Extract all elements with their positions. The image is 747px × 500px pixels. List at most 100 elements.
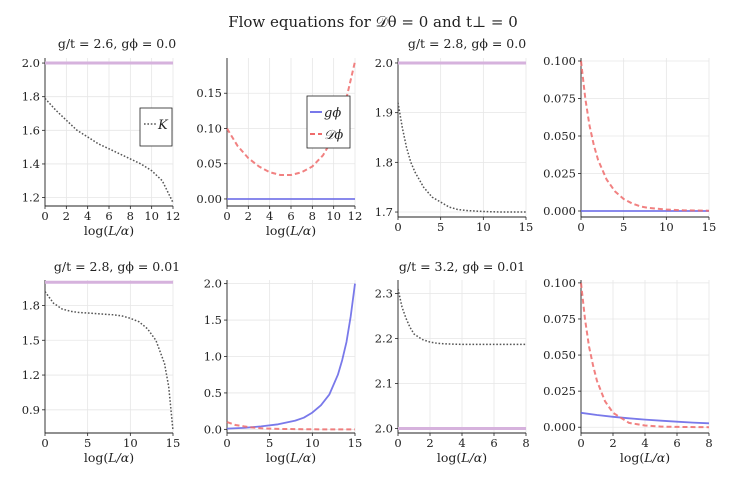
y-tick-label: 2.1 <box>375 377 393 391</box>
y-tick-label: 1.2 <box>22 191 40 205</box>
x-tick-label: 5 <box>84 436 91 450</box>
x-tick-label: 8 <box>309 209 316 223</box>
subplot-5: 0 5 10 15 0.9 1.2 1.5 1.8 g/t = 2.8, gϕ = 0.01 lo… <box>22 259 181 465</box>
x-tick-label: 0 <box>394 220 401 234</box>
subplot-2: 0 2 4 6 8 10 12 0.00 0.05 0.10 0.15 log(L/α) gϕ 𝒟ϕ <box>196 58 362 238</box>
x-tick-label: 8 <box>127 209 134 223</box>
x-tick-label: 4 <box>84 209 91 223</box>
x-tick-label: 10 <box>123 436 138 450</box>
series-g-phi-line <box>226 283 356 430</box>
legend-box <box>306 95 351 149</box>
x-axis-label: log(L/α) <box>266 223 316 238</box>
x-tick-label: 12 <box>348 209 363 223</box>
x-axis-label: log(L/α) <box>84 450 134 465</box>
x-tick-label: 15 <box>348 436 363 450</box>
y-tick-label: 2.3 <box>375 287 393 301</box>
y-tick-label: 0.000 <box>543 204 576 218</box>
series-K-line <box>397 288 526 346</box>
y-tick-label: 0.000 <box>543 420 576 434</box>
x-tick-label: 4 <box>266 209 273 223</box>
x-tick-label: 10 <box>305 436 320 450</box>
y-tick-label: 0.050 <box>543 348 576 362</box>
y-tick-label: 0.025 <box>543 384 576 398</box>
y-tick-label: 1.8 <box>22 90 40 104</box>
subplot-7: 0 2 4 6 8 2.0 2.1 2.2 2.3 g/t = 3.2, gϕ = 0.01 log… <box>375 259 530 465</box>
x-tick-label: 15 <box>519 220 534 234</box>
subplot-title: g/t = 2.6, gϕ = 0.0 <box>58 36 176 51</box>
y-tick-label: 0.9 <box>22 403 40 417</box>
series-g-phi-line <box>580 411 710 425</box>
y-tick-label: 0.5 <box>204 386 222 400</box>
legend-k: K <box>139 107 173 147</box>
x-tick-label: 10 <box>144 209 159 223</box>
x-axis-label: log(L/α) <box>266 450 316 465</box>
y-tick-label: 0.075 <box>543 312 576 326</box>
subplot-1: 0 2 4 6 8 10 12 1.2 1.4 1.6 1.8 2.0 g/t = 2.6, gϕ = … <box>22 36 181 238</box>
y-tick-label: 2.0 <box>22 56 40 70</box>
legend-k-label: K <box>157 118 169 133</box>
y-tick-label: 0.15 <box>196 86 222 100</box>
x-tick-label: 0 <box>223 436 230 450</box>
x-tick-label: 0 <box>577 436 584 450</box>
series-K-line <box>44 291 174 431</box>
figure-title: Flow equations for 𝒟θ = 0 and t⊥ = 0 <box>228 13 518 31</box>
y-tick-label: 1.6 <box>22 123 40 137</box>
y-tick-label: 0.00 <box>196 192 222 206</box>
legend-gphi-dphi: gϕ 𝒟ϕ <box>306 95 351 149</box>
y-tick-label: 1.0 <box>204 350 222 364</box>
x-tick-label: 5 <box>620 220 627 234</box>
y-tick-label: 1.7 <box>375 205 393 219</box>
series-K-line <box>44 97 174 203</box>
x-tick-label: 8 <box>705 436 712 450</box>
x-tick-label: 0 <box>41 209 48 223</box>
y-tick-label: 0.025 <box>543 167 576 181</box>
x-tick-label: 10 <box>476 220 491 234</box>
subplot-title: g/t = 2.8, gϕ = 0.0 <box>408 36 526 51</box>
y-tick-label: 1.5 <box>22 333 40 347</box>
y-tick-label: 2.0 <box>375 422 393 436</box>
y-tick-label: 0.075 <box>543 92 576 106</box>
series-D-phi-line <box>580 282 710 429</box>
x-tick-label: 4 <box>641 436 648 450</box>
x-tick-label: 4 <box>458 436 465 450</box>
x-tick-label: 10 <box>326 209 341 223</box>
x-tick-label: 0 <box>41 436 48 450</box>
y-tick-label: 2.0 <box>204 277 222 291</box>
series-D-phi-line <box>226 61 356 176</box>
x-axis-label: log(L/α) <box>84 223 134 238</box>
x-tick-label: 2 <box>245 209 252 223</box>
y-tick-label: 1.8 <box>22 299 40 313</box>
series-K-line <box>397 102 526 213</box>
x-tick-label: 6 <box>105 209 112 223</box>
legend-box <box>139 107 173 147</box>
subplot-3: 0 5 10 15 1.7 1.8 1.9 2.0 g/t = 2.8, gϕ = 0.0 <box>375 36 534 234</box>
y-tick-label: 1.9 <box>375 106 393 120</box>
y-tick-label: 1.5 <box>204 313 222 327</box>
legend-gphi-label: gϕ <box>324 106 341 121</box>
x-tick-label: 6 <box>673 436 680 450</box>
x-tick-label: 8 <box>522 436 529 450</box>
y-tick-label: 2.2 <box>375 332 393 346</box>
x-tick-label: 0 <box>577 220 584 234</box>
y-tick-label: 0.050 <box>543 129 576 143</box>
y-tick-label: 0.100 <box>543 54 576 68</box>
x-tick-label: 2 <box>426 436 433 450</box>
y-tick-label: 0.10 <box>196 121 222 135</box>
legend-dphi-label: 𝒟ϕ <box>324 128 343 143</box>
subplot-4: 0 5 10 15 0.000 0.025 0.050 0.075 0.100 <box>543 54 716 234</box>
subplot-title: g/t = 2.8, gϕ = 0.01 <box>54 259 180 274</box>
x-tick-label: 12 <box>166 209 181 223</box>
x-tick-label: 10 <box>659 220 674 234</box>
x-axis-label: log(L/α) <box>437 450 487 465</box>
y-tick-label: 1.4 <box>22 157 40 171</box>
x-axis-label: log(L/α) <box>620 450 670 465</box>
x-tick-label: 2 <box>609 436 616 450</box>
subplot-6: 0 5 10 15 0.0 0.5 1.0 1.5 2.0 log(L/α) <box>204 277 363 465</box>
x-tick-label: 6 <box>490 436 497 450</box>
y-tick-label: 0.05 <box>196 157 222 171</box>
y-tick-label: 0.100 <box>543 276 576 290</box>
subplot-8: 0 2 4 6 8 0.000 0.025 0.050 0.075 0.100 log(L/α) <box>543 276 713 465</box>
x-tick-label: 15 <box>702 220 717 234</box>
x-tick-label: 0 <box>223 209 230 223</box>
